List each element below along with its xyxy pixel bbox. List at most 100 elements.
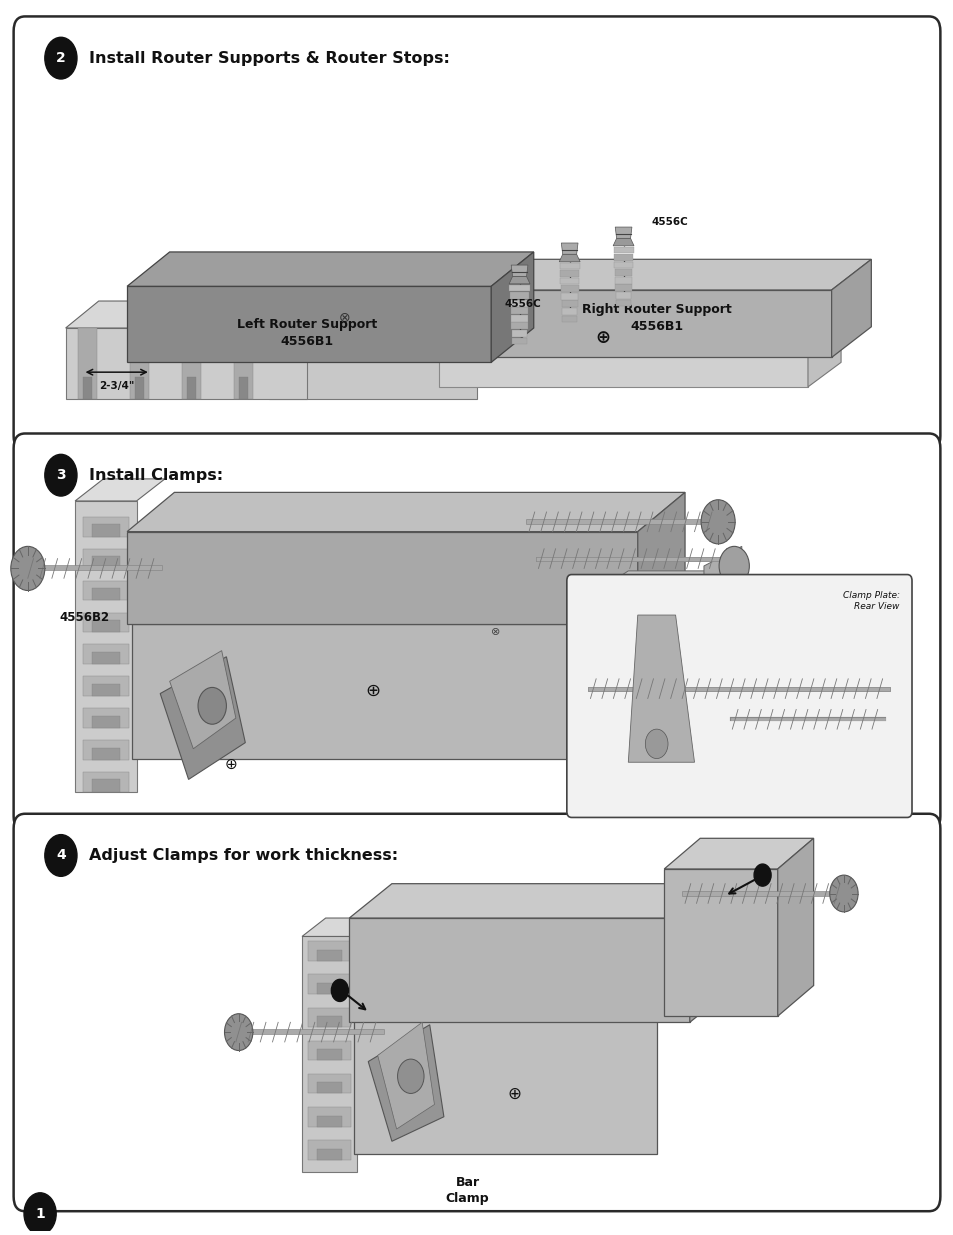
Polygon shape xyxy=(302,936,356,1172)
Polygon shape xyxy=(66,301,339,329)
Polygon shape xyxy=(127,287,491,362)
Polygon shape xyxy=(561,300,578,308)
Polygon shape xyxy=(511,266,527,277)
Polygon shape xyxy=(509,285,529,291)
Polygon shape xyxy=(316,1149,341,1160)
Polygon shape xyxy=(83,580,129,600)
Text: ⊗: ⊗ xyxy=(338,311,350,325)
Circle shape xyxy=(198,688,226,724)
Circle shape xyxy=(224,1014,253,1051)
Polygon shape xyxy=(512,330,527,337)
Polygon shape xyxy=(615,284,631,291)
Polygon shape xyxy=(83,613,129,632)
Text: Right Router Support
4556B1: Right Router Support 4556B1 xyxy=(581,304,731,333)
Polygon shape xyxy=(233,329,253,399)
Polygon shape xyxy=(559,263,579,269)
Polygon shape xyxy=(807,310,841,387)
Polygon shape xyxy=(92,779,119,792)
Polygon shape xyxy=(481,259,870,290)
Text: Adjust Clamps for work thickness:: Adjust Clamps for work thickness: xyxy=(90,848,398,863)
Polygon shape xyxy=(614,254,633,261)
Polygon shape xyxy=(368,1025,443,1141)
Polygon shape xyxy=(663,869,777,1016)
Polygon shape xyxy=(354,982,694,1013)
Circle shape xyxy=(700,500,735,543)
Text: ⊕: ⊕ xyxy=(225,757,237,772)
Polygon shape xyxy=(130,329,149,399)
Polygon shape xyxy=(561,308,577,315)
Circle shape xyxy=(397,1060,423,1093)
Polygon shape xyxy=(316,1115,341,1126)
Polygon shape xyxy=(377,1023,434,1129)
Polygon shape xyxy=(92,556,119,568)
Polygon shape xyxy=(561,315,577,322)
Text: Bar
Clamp: Bar Clamp xyxy=(445,1176,489,1204)
Polygon shape xyxy=(75,501,136,792)
Polygon shape xyxy=(83,517,129,536)
Circle shape xyxy=(45,835,77,877)
Text: 4556B2: 4556B2 xyxy=(682,574,733,587)
Polygon shape xyxy=(777,839,813,1016)
Polygon shape xyxy=(590,571,741,595)
Polygon shape xyxy=(170,651,235,748)
Polygon shape xyxy=(316,1050,341,1061)
Polygon shape xyxy=(349,918,689,1023)
Polygon shape xyxy=(510,308,528,314)
Polygon shape xyxy=(509,293,529,299)
Polygon shape xyxy=(481,290,831,357)
Polygon shape xyxy=(510,300,528,306)
Polygon shape xyxy=(614,262,632,268)
Polygon shape xyxy=(604,589,649,758)
Text: 3: 3 xyxy=(56,468,66,482)
Text: 4: 4 xyxy=(56,848,66,862)
Polygon shape xyxy=(308,1008,351,1028)
Polygon shape xyxy=(614,269,632,277)
Polygon shape xyxy=(316,1082,341,1093)
Polygon shape xyxy=(689,884,732,1023)
Polygon shape xyxy=(703,546,741,595)
Circle shape xyxy=(829,876,857,911)
Polygon shape xyxy=(269,301,510,329)
Polygon shape xyxy=(512,337,526,345)
Polygon shape xyxy=(83,677,129,697)
Polygon shape xyxy=(302,918,380,936)
Polygon shape xyxy=(83,645,129,664)
Polygon shape xyxy=(308,1140,351,1160)
Polygon shape xyxy=(83,772,129,792)
FancyBboxPatch shape xyxy=(13,433,940,831)
Circle shape xyxy=(45,454,77,496)
Polygon shape xyxy=(560,293,578,300)
Text: 2: 2 xyxy=(56,51,66,65)
Polygon shape xyxy=(628,615,694,762)
Polygon shape xyxy=(92,652,119,664)
Polygon shape xyxy=(308,1041,351,1061)
Circle shape xyxy=(45,37,77,79)
Polygon shape xyxy=(560,243,578,254)
Circle shape xyxy=(753,864,770,887)
Polygon shape xyxy=(127,252,533,287)
Polygon shape xyxy=(316,1016,341,1028)
Polygon shape xyxy=(92,620,119,632)
Polygon shape xyxy=(509,277,530,284)
Polygon shape xyxy=(182,329,201,399)
Polygon shape xyxy=(511,315,528,321)
Text: Install Router Supports & Router Stops:: Install Router Supports & Router Stops: xyxy=(90,51,450,65)
Polygon shape xyxy=(83,709,129,727)
Polygon shape xyxy=(92,715,119,727)
Polygon shape xyxy=(83,377,92,399)
Polygon shape xyxy=(92,747,119,760)
Circle shape xyxy=(719,546,748,585)
Polygon shape xyxy=(75,479,165,501)
Polygon shape xyxy=(615,227,631,238)
Polygon shape xyxy=(132,624,604,758)
Polygon shape xyxy=(349,884,732,918)
Text: 2-3/4": 2-3/4" xyxy=(99,380,134,390)
Polygon shape xyxy=(560,285,578,291)
Circle shape xyxy=(331,979,348,1002)
Polygon shape xyxy=(831,259,870,357)
Polygon shape xyxy=(638,493,684,624)
Text: 4556C: 4556C xyxy=(503,299,540,309)
Polygon shape xyxy=(308,1107,351,1126)
Polygon shape xyxy=(663,839,813,869)
Text: ⊕: ⊕ xyxy=(365,682,380,700)
